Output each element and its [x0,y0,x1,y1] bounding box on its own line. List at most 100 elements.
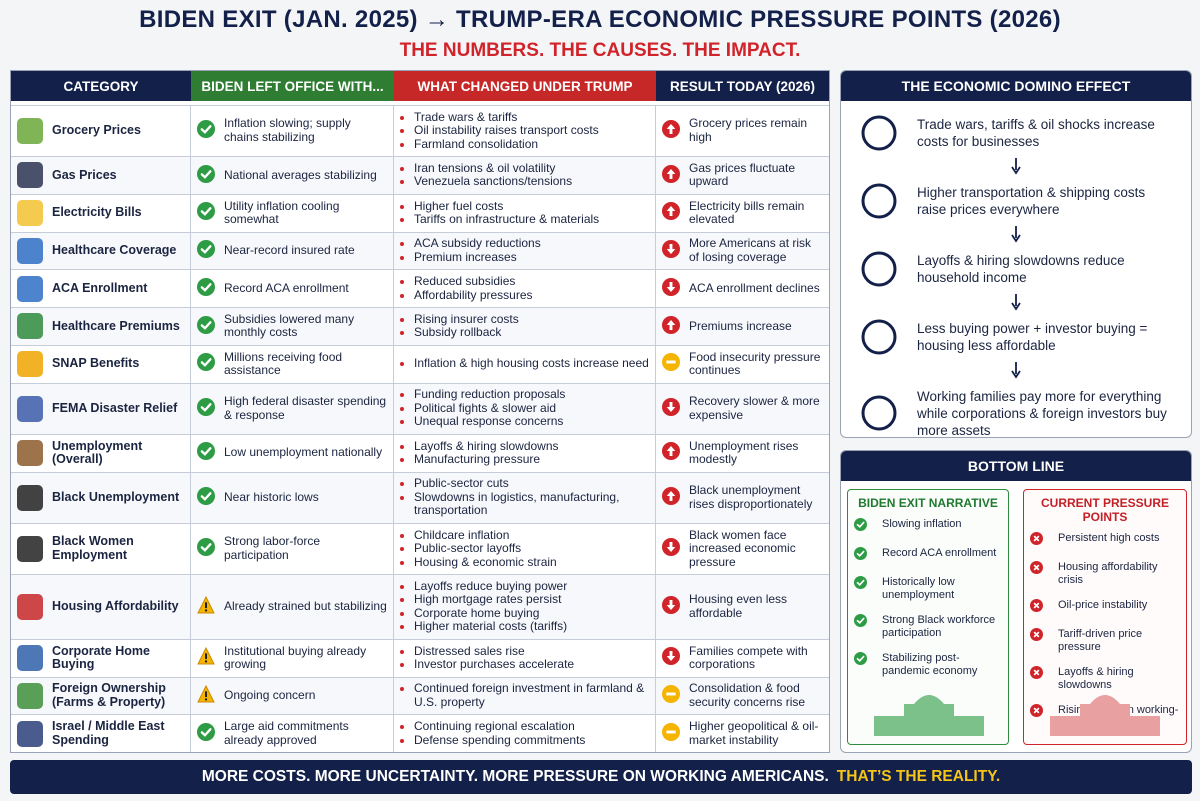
x-icon [1030,666,1049,683]
column-header: RESULT TODAY (2026) [656,71,829,101]
warning-icon [197,647,215,669]
item-text: Layoffs & hiring slowdowns [1058,666,1134,691]
biden-cell: National averages stabilizing [191,156,394,194]
result-cell: Food insecurity pressure continues [656,344,829,383]
result-text: Higher geopolitical & oil-market instabi… [689,719,819,747]
bottom-line-item: Slowing inflation [854,518,1002,535]
category-cell: FEMA Disaster Relief [11,382,191,434]
category-icon [17,484,43,511]
x-icon [1030,532,1049,549]
biden-text: Millions receiving food assistance [224,349,343,378]
biden-cell: Utility inflation cooling somewhat [191,193,394,232]
check-icon [197,202,215,224]
down-icon [662,397,680,420]
change-item: Farmland consolidation [414,137,599,152]
change-item: Subsidy rollback [414,326,519,340]
item-text: Record ACA enrollment [882,547,997,559]
check-icon [197,722,215,745]
neutral-icon [662,353,680,375]
result-cell: Consolidation & food security concerns r… [656,676,829,715]
down-arrow [841,293,1191,313]
category-label: Black Women Employment [52,534,134,562]
result-text: Gas prices fluctuate upward [689,160,796,189]
bottom-line-panel: BOTTOM LINE BIDEN EXIT NARRATIVE Slowing… [840,450,1192,753]
x-icon [1030,628,1049,645]
category-label: Electricity Bills [52,205,142,220]
domino-panel: THE ECONOMIC DOMINO EFFECT Trade wars, t… [840,70,1192,438]
change-list: Continued foreign investment in farmland… [400,682,649,709]
change-item: Trade wars & tariffs [414,110,599,125]
biden-cell: Millions receiving food assistance [191,344,394,383]
warning-icon [197,596,215,618]
bottom-line-item: Stabilizing post-pandemic economy [854,652,1002,678]
down-arrow [841,157,1191,177]
change-item: Distressed sales rise [414,644,574,659]
category-label: Healthcare Premiums [52,318,180,333]
change-list: Childcare inflationPublic-sector layoffs… [400,528,557,570]
category-label: Healthcare Coverage [52,243,177,258]
category-icon [17,535,43,562]
category-cell: ACA Enrollment [11,269,191,307]
column-header: CATEGORY [11,71,191,101]
category-label: Gas Prices [52,167,117,182]
step-icon [855,113,903,153]
change-item: Funding reduction proposals [414,388,565,402]
item-text: Stabilizing post-pandemic economy [882,652,978,677]
biden-cell: Already strained but stabilizing [191,574,394,639]
category-cell: Black Women Employment [11,522,191,574]
changes-cell: Layoffs reduce buying powerHigh mortgage… [394,574,656,639]
check-icon [197,240,215,262]
result-cell: Families compete with corporations [656,638,829,677]
item-text: Historically low unemployment [882,576,955,601]
footer-text: MORE COSTS. MORE UNCERTAINTY. MORE PRESS… [201,768,829,785]
change-item: Continued foreign investment in farmland… [414,682,649,709]
domino-step: Layoffs & hiring slowdowns reduce househ… [841,245,1191,293]
step-icon [855,317,903,357]
down-icon [662,538,680,560]
biden-cell: Low unemployment nationally [191,433,394,472]
category-cell: Grocery Prices [11,104,191,156]
biden-text: Strong labor-force participation [224,534,321,562]
bottom-line-item: Tariff-driven price pressure [1030,628,1180,654]
footer: MORE COSTS. MORE UNCERTAINTY. MORE PRESS… [10,760,1192,794]
result-text: Electricity bills remain elevated [689,198,805,227]
domino-step: Working families pay more for everything… [841,381,1191,437]
biden-text: Large aid commitments already approved [224,719,349,747]
biden-text: Already strained but stabilizing [224,599,387,614]
down-icon [662,596,680,618]
changes-cell: Inflation & high housing costs increase … [394,344,656,383]
category-cell: Housing Affordability [11,574,191,639]
change-list: Funding reduction proposalsPolitical fig… [400,388,565,429]
result-text: ACA enrollment declines [689,280,820,295]
biden-cell: Inflation slowing; supply chains stabili… [191,104,394,156]
change-item: Inflation & high housing costs increase … [414,357,649,371]
box-title: CURRENT PRESSURE POINTS [1040,496,1169,524]
domino-step: Less buying power + investor buying = ho… [841,313,1191,361]
change-item: Higher fuel costs [414,199,599,214]
result-cell: Black women face increased economic pres… [656,522,829,574]
change-item: Tariffs on infrastructure & materials [414,213,599,227]
bottom-line-item: Housing affordability crisis [1030,561,1180,587]
category-icon [17,395,43,422]
category-label: Housing Affordability [52,599,179,614]
capitol-illustration [868,686,988,738]
biden-cell: Record ACA enrollment [191,269,394,307]
result-text: Families compete with corporations [689,643,808,672]
check-icon [197,277,215,300]
down-arrow [841,361,1191,381]
changes-cell: ACA subsidy reductionsPremium increases [394,231,656,270]
step-icon [855,393,903,433]
biden-text: Subsidies lowered many monthly costs [224,311,355,340]
step-text: Less buying power + investor buying = ho… [917,321,1148,353]
change-item: Reduced subsidies [414,275,533,289]
column-header: BIDEN LEFT OFFICE WITH... [191,71,394,101]
result-text: Black unemployment rises disproportionat… [689,483,813,511]
result-cell: Black unemployment rises disproportionat… [656,471,829,523]
warning-icon [197,685,215,707]
change-list: Continuing regional escalationDefense sp… [400,720,585,747]
check-icon [197,538,215,560]
subtitle: THE NUMBERS. THE CAUSES. THE IMPACT. [399,40,801,61]
check-icon [197,164,215,187]
category-icon [17,351,43,378]
category-icon [17,275,43,302]
